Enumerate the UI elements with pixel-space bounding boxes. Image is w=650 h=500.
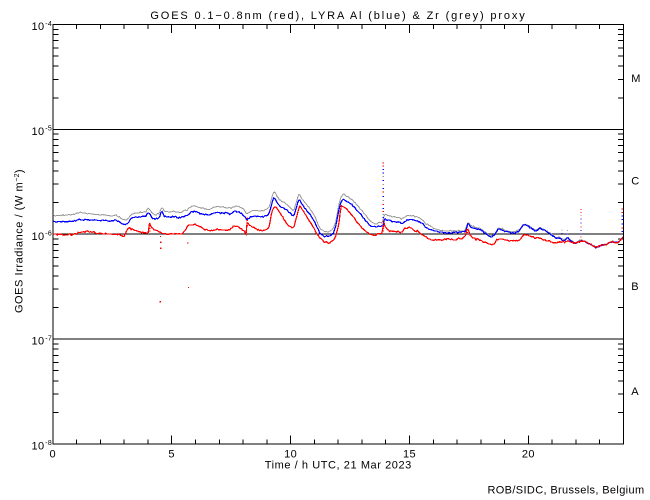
svg-text:M: M — [631, 73, 641, 85]
svg-text:GOES Irradiance / (W m−2): GOES Irradiance / (W m−2) — [14, 169, 26, 313]
svg-text:GOES 0.1−0.8nm (red), LYRA Al: GOES 0.1−0.8nm (red), LYRA Al (blue) & Z… — [150, 10, 526, 22]
svg-text:-6: -6 — [45, 231, 52, 238]
svg-text:-4: -4 — [45, 21, 52, 28]
svg-text:-7: -7 — [45, 335, 52, 342]
svg-text:10: 10 — [31, 126, 44, 138]
svg-text:-8: -8 — [45, 440, 52, 447]
svg-text:10: 10 — [31, 336, 44, 348]
svg-text:5: 5 — [168, 449, 175, 461]
svg-text:15: 15 — [403, 449, 416, 461]
svg-text:10: 10 — [31, 441, 44, 453]
svg-text:20: 20 — [522, 449, 535, 461]
svg-text:ROB/SIDC, Brussels, Belgium: ROB/SIDC, Brussels, Belgium — [487, 485, 644, 497]
svg-text:10: 10 — [284, 449, 297, 461]
svg-text:A: A — [631, 386, 639, 398]
svg-text:C: C — [631, 176, 639, 188]
svg-text:-5: -5 — [45, 126, 52, 133]
svg-text:B: B — [631, 281, 639, 293]
svg-text:10: 10 — [31, 231, 44, 243]
svg-text:10: 10 — [31, 21, 44, 33]
svg-text:Time / h UTC, 21 Mar 2023: Time / h UTC, 21 Mar 2023 — [265, 460, 412, 472]
svg-text:0: 0 — [50, 449, 57, 461]
